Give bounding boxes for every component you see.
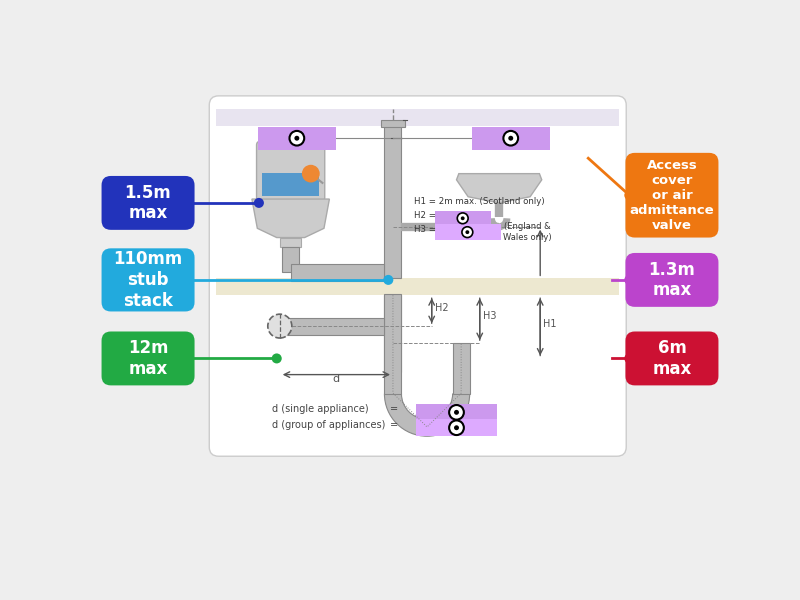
Circle shape (466, 230, 470, 234)
Bar (216, 278, 619, 295)
Text: 12m
max: 12m max (128, 339, 168, 378)
Bar (385, 295, 402, 372)
FancyBboxPatch shape (210, 96, 626, 456)
Text: H2 =: H2 = (414, 211, 438, 220)
Bar (280, 317, 385, 335)
Bar (282, 247, 299, 272)
Text: d (group of appliances): d (group of appliances) (272, 420, 386, 430)
Text: 110mm
stub
stack: 110mm stub stack (114, 250, 182, 310)
Polygon shape (457, 173, 542, 203)
Bar (435, 211, 490, 226)
Bar (385, 126, 402, 278)
Polygon shape (252, 199, 330, 238)
Bar (385, 294, 402, 394)
FancyBboxPatch shape (626, 253, 718, 307)
Circle shape (254, 198, 264, 208)
Text: H3 =: H3 = (414, 225, 438, 234)
Circle shape (383, 275, 394, 285)
Text: =: = (390, 420, 398, 430)
FancyBboxPatch shape (102, 176, 194, 230)
Circle shape (503, 131, 518, 146)
Circle shape (454, 410, 459, 415)
Bar (416, 404, 497, 421)
Bar (472, 127, 550, 150)
Circle shape (449, 421, 464, 435)
Bar (453, 343, 470, 394)
Circle shape (624, 353, 634, 364)
Circle shape (302, 165, 320, 182)
FancyBboxPatch shape (102, 248, 194, 311)
Circle shape (624, 275, 634, 285)
Text: (England &
Wales only): (England & Wales only) (503, 223, 552, 242)
Text: =: = (390, 404, 398, 415)
Text: H1: H1 (543, 319, 557, 329)
FancyBboxPatch shape (626, 153, 718, 238)
Text: H3: H3 (483, 311, 496, 321)
Text: H2: H2 (435, 302, 449, 313)
Bar (262, 173, 319, 196)
Bar (382, 120, 405, 127)
Text: d: d (333, 374, 340, 385)
Circle shape (461, 217, 465, 220)
Bar (435, 224, 501, 240)
Circle shape (508, 136, 514, 140)
Text: 1.5m
max: 1.5m max (125, 184, 171, 222)
Circle shape (458, 213, 468, 224)
Circle shape (290, 131, 304, 146)
Text: d (single appliance): d (single appliance) (272, 404, 369, 415)
FancyBboxPatch shape (626, 331, 718, 385)
Circle shape (449, 405, 464, 419)
Text: Access
cover
or air
admittance
valve: Access cover or air admittance valve (630, 158, 714, 232)
Circle shape (272, 353, 282, 364)
Text: H1 = 2m max. (Scotland only): H1 = 2m max. (Scotland only) (414, 197, 545, 206)
Bar (258, 127, 336, 150)
Bar (416, 419, 497, 436)
Text: 6m
max: 6m max (652, 339, 691, 378)
FancyBboxPatch shape (257, 141, 325, 202)
Circle shape (268, 314, 292, 338)
Wedge shape (385, 394, 470, 436)
Circle shape (462, 227, 473, 238)
Bar (290, 264, 385, 281)
FancyBboxPatch shape (102, 331, 194, 385)
Circle shape (624, 190, 634, 200)
Circle shape (294, 136, 299, 140)
Bar (216, 109, 619, 126)
Bar (280, 238, 302, 247)
Text: 1.3m
max: 1.3m max (649, 260, 695, 299)
Circle shape (454, 425, 459, 430)
